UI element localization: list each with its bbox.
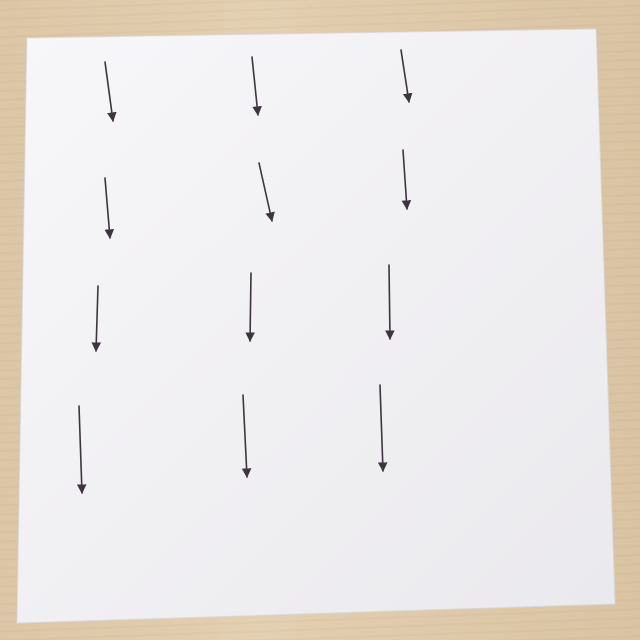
arrow-row2-col3 [401,149,412,210]
arrow-row4-col2 [241,394,252,478]
arrow-row4-col1 [76,405,87,494]
arrow-row3-col3 [385,264,395,340]
arrow-row4-col3 [377,384,388,472]
arrow-row3-col2 [245,272,255,342]
paper-shadow [17,29,615,623]
arrow-row1-col2 [251,56,262,116]
arrow-row1-col3 [400,49,413,103]
arrow-row3-col1 [91,285,102,352]
arrow-row1-col1 [104,61,117,122]
arrow-row2-col1 [104,177,115,239]
arrow-row2-col2 [258,162,275,222]
